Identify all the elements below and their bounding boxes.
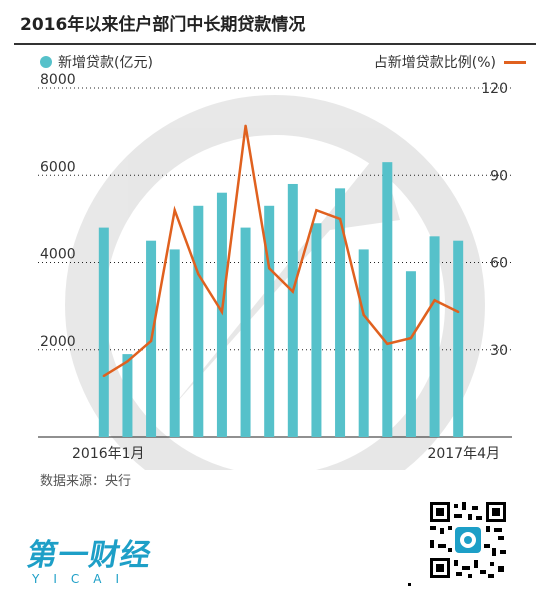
legend-line-label: 占新增贷款比例(%): [373, 55, 496, 71]
line-point: [126, 360, 129, 363]
y-right-tick-label: 120: [481, 81, 508, 97]
y-right-tick-label: 30: [490, 343, 508, 359]
bar: [216, 192, 227, 437]
yicai-logo: 第一财经 YICAI: [24, 530, 154, 586]
legend-bar-swatch: [40, 56, 52, 68]
ratio-line: [103, 125, 459, 377]
bar: [311, 223, 322, 437]
line-point: [386, 342, 389, 346]
legend-bars-label: 新增贷款(亿元): [58, 55, 153, 71]
x-tick-label-first: 2016年1月: [72, 446, 145, 462]
chart-title: 2016年以来住户部门中长期贷款情况: [20, 15, 306, 35]
line-point: [338, 217, 342, 221]
bar: [453, 240, 464, 437]
bar: [382, 162, 393, 437]
bar: [405, 271, 416, 437]
y-left-tick-label: 8000: [40, 72, 76, 88]
logo-sub-text: YICAI: [32, 572, 133, 586]
bar: [169, 249, 180, 437]
line-point: [102, 374, 106, 378]
line-point: [456, 310, 460, 314]
line-point: [149, 339, 153, 343]
logo-main-text: 第一财经: [24, 538, 155, 573]
y-right-tick-label: 90: [490, 168, 508, 184]
line-point: [173, 208, 176, 212]
line-point: [315, 208, 318, 212]
line-point: [291, 290, 295, 293]
y-left-tick-label: 2000: [40, 334, 76, 350]
line-point: [433, 299, 436, 302]
y-right-tick-label: 60: [490, 256, 508, 272]
y-left-tick-label: 4000: [40, 247, 76, 263]
line-point: [197, 272, 200, 276]
bar: [287, 183, 298, 437]
bar: [358, 249, 369, 437]
data-source: 数据来源：央行: [40, 474, 132, 489]
legend-bars: 新增贷款(亿元): [40, 52, 153, 72]
line-point: [409, 336, 413, 340]
x-tick-label-last: 2017年4月: [427, 446, 500, 462]
chart-plot: 2000 4000 6000 8000 30 60 90 120 2016年1月 2017年4月: [38, 72, 512, 470]
line-point: [362, 313, 365, 317]
qr-code: [428, 500, 508, 580]
y-left-tick-label: 6000: [40, 159, 76, 175]
bar: [98, 227, 109, 437]
bar: [122, 354, 133, 437]
line-point: [244, 124, 247, 128]
legend-line-swatch: [504, 60, 526, 64]
decorative-dot: [408, 583, 411, 586]
title-divider: [14, 43, 536, 45]
bar: [429, 236, 440, 437]
bar: [264, 205, 275, 437]
line-point: [220, 310, 224, 314]
line-point: [267, 267, 271, 270]
bar: [193, 205, 204, 437]
legend-line: 占新增贷款比例(%): [374, 52, 526, 72]
bar: [240, 227, 251, 437]
bar: [335, 188, 346, 437]
